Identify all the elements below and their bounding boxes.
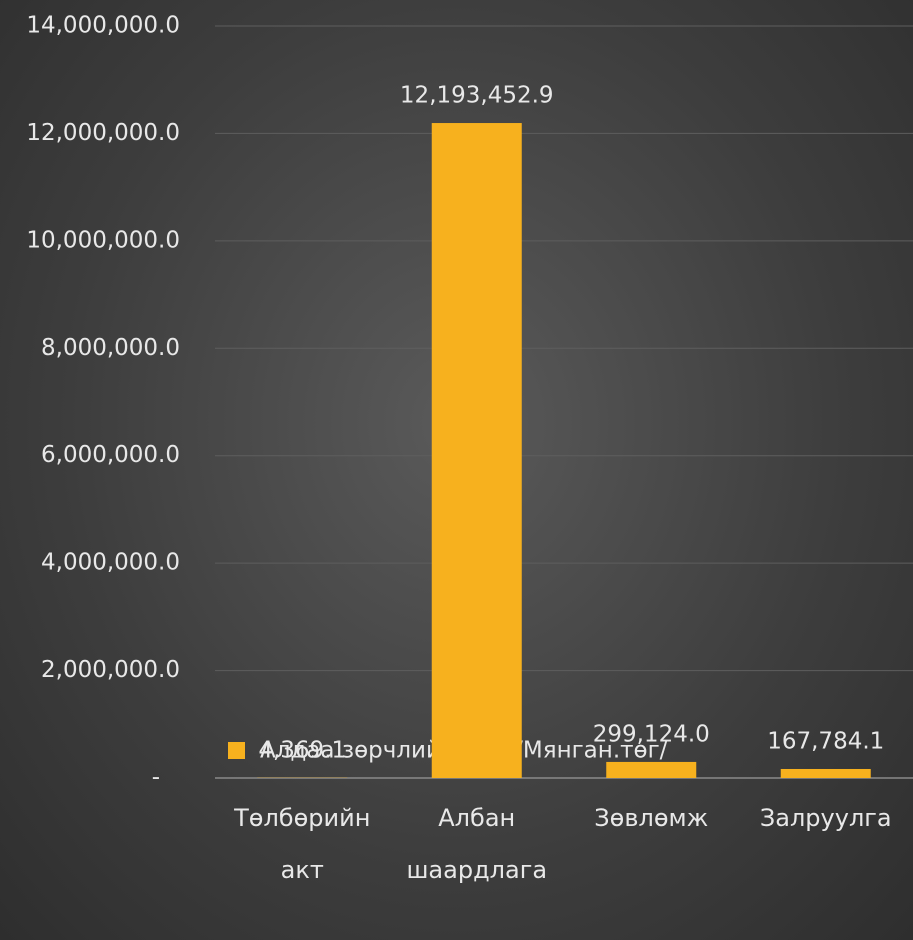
- y-tick-label: 12,000,000.0: [26, 120, 180, 146]
- y-tick-label: 4,000,000.0: [41, 550, 180, 576]
- y-tick-label: 6,000,000.0: [41, 442, 180, 468]
- data-label: 12,193,452.9: [400, 83, 554, 109]
- bar: [780, 768, 871, 778]
- y-tick-label: 14,000,000.0: [26, 13, 180, 39]
- legend-swatch: [228, 742, 245, 759]
- bar: [606, 761, 697, 778]
- data-label: 167,784.1: [767, 728, 884, 754]
- y-tick-label: 8,000,000.0: [41, 335, 180, 361]
- y-tick-label: 2,000,000.0: [41, 657, 180, 683]
- y-tick-label: 10,000,000.0: [26, 227, 180, 253]
- x-tick-label: Төлбөрийн акт: [234, 804, 371, 884]
- data-label: 299,124.0: [593, 721, 710, 747]
- data-label: 4,369.1: [258, 737, 346, 763]
- y-tick-label: -: [152, 765, 160, 791]
- bar: [431, 123, 522, 779]
- x-tick-label: Албан шаардлага: [406, 804, 548, 884]
- x-tick-label: Залруулга: [759, 804, 892, 832]
- x-tick-label: Зөвлөмж: [594, 804, 709, 832]
